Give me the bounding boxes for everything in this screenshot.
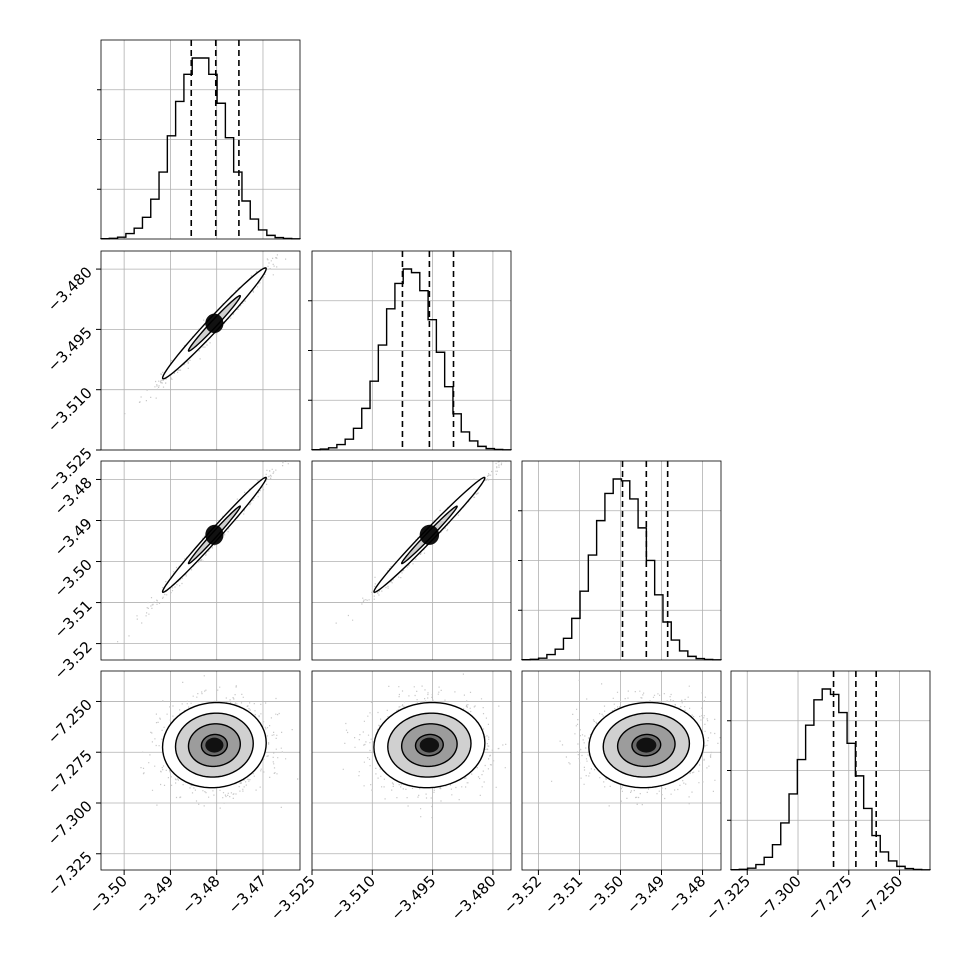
y-tick-label: −3.49 xyxy=(51,515,96,560)
contour-line-3 xyxy=(161,701,267,789)
x-tick-label: −3.525 xyxy=(267,872,319,924)
x-tick-label: −7.300 xyxy=(753,872,805,924)
panel-background xyxy=(101,251,300,450)
histogram-step-line xyxy=(311,268,512,451)
x-tick-label: −3.47 xyxy=(225,872,270,917)
density-core xyxy=(205,524,224,545)
density-core xyxy=(419,737,440,753)
panel-frame xyxy=(730,670,931,871)
contour-line-1 xyxy=(161,267,267,380)
y-tick-label: −7.300 xyxy=(44,797,96,849)
y-tick-label: −3.495 xyxy=(44,323,96,375)
histogram-step-line xyxy=(521,478,722,661)
panel-frame xyxy=(100,39,301,240)
panel-frame xyxy=(311,250,512,451)
density-core xyxy=(205,313,224,334)
panel-frame xyxy=(521,670,722,871)
scatter-panel-2-1 xyxy=(311,460,512,661)
panel-frame xyxy=(311,460,512,661)
y-tick-label: −3.480 xyxy=(44,263,96,315)
scatter-panel-3-2 xyxy=(521,670,722,871)
panel-frame xyxy=(100,250,301,451)
contour-line-2 xyxy=(174,712,254,778)
x-tick-label: −3.50 xyxy=(582,872,627,917)
y-tick-label: −7.250 xyxy=(44,696,96,748)
x-tick-label: −3.49 xyxy=(623,872,668,917)
x-tick-label: −7.250 xyxy=(854,872,906,924)
y-tick-label: −3.510 xyxy=(44,384,96,436)
contour-line-0 xyxy=(400,505,458,565)
scatter-panel-3-0 xyxy=(100,670,301,871)
contour-line-0 xyxy=(631,733,662,757)
scatter-panel-3-1 xyxy=(311,670,512,871)
x-tick-label: −3.48 xyxy=(178,872,223,917)
y-tick-label: −7.275 xyxy=(44,746,96,798)
contour-line-3 xyxy=(588,701,705,789)
panel-frame xyxy=(521,460,722,661)
panel-content xyxy=(342,673,507,819)
panel-content xyxy=(124,254,287,415)
panel-frame xyxy=(311,670,512,871)
x-tick-label: −3.510 xyxy=(327,872,379,924)
histogram-panel-0 xyxy=(97,39,301,240)
x-tick-label: −3.50 xyxy=(86,872,131,917)
x-tick-label: −3.51 xyxy=(541,872,586,917)
histogram-panel-3 xyxy=(727,670,931,871)
histogram-step-line xyxy=(100,57,301,240)
y-tick-label: −7.325 xyxy=(44,848,96,900)
x-tick-label: −3.49 xyxy=(132,872,177,917)
density-core xyxy=(205,737,224,753)
scatter-panel-2-0 xyxy=(100,460,301,661)
contour-line-1 xyxy=(373,476,486,593)
contour-line-1 xyxy=(187,723,242,768)
panel-frame xyxy=(100,670,301,871)
contour-line-0 xyxy=(200,733,229,757)
y-tick-label: −3.51 xyxy=(51,597,96,642)
x-tick-label: −3.495 xyxy=(387,872,439,924)
contour-line-2 xyxy=(387,712,472,778)
x-tick-label: −7.275 xyxy=(804,872,856,924)
x-tick-label: −3.52 xyxy=(500,872,545,917)
x-tick-label: −7.325 xyxy=(702,872,754,924)
panel-content xyxy=(117,461,289,643)
panel-frame xyxy=(100,460,301,661)
histogram-panel-2 xyxy=(518,460,722,661)
panel-content xyxy=(335,461,507,624)
contour-line-2 xyxy=(602,712,691,778)
y-tick-label: −3.50 xyxy=(51,556,96,601)
contour-line-0 xyxy=(414,733,444,757)
x-tick-label: −3.480 xyxy=(448,872,500,924)
scatter-panel-1-0 xyxy=(100,250,301,451)
contour-line-0 xyxy=(187,505,242,565)
y-tick-label: −3.52 xyxy=(51,638,96,683)
contour-line-0 xyxy=(187,294,242,352)
contour-line-3 xyxy=(373,701,486,789)
density-core xyxy=(419,524,440,545)
panel-content xyxy=(551,679,721,807)
panel-content xyxy=(140,675,299,809)
contour-line-1 xyxy=(400,723,458,768)
histogram-panel-1 xyxy=(308,250,512,451)
contour-line-1 xyxy=(616,723,676,768)
histogram-step-line xyxy=(730,688,931,871)
density-core xyxy=(636,737,657,753)
contour-line-1 xyxy=(161,476,267,593)
